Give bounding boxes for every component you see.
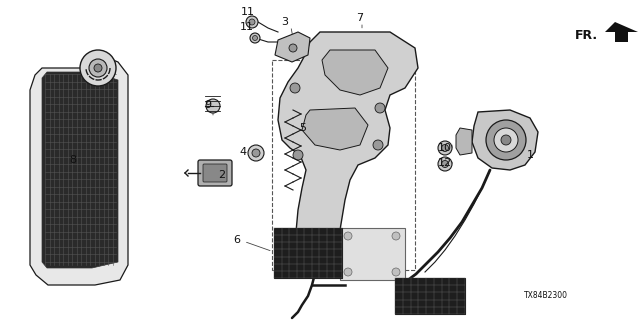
Polygon shape xyxy=(42,72,118,268)
Circle shape xyxy=(344,268,352,276)
Circle shape xyxy=(206,99,220,113)
Text: 11: 11 xyxy=(241,7,255,17)
Text: 6: 6 xyxy=(234,235,241,245)
FancyBboxPatch shape xyxy=(203,164,227,182)
Text: 10: 10 xyxy=(438,143,452,153)
Circle shape xyxy=(289,44,297,52)
Bar xyxy=(340,228,405,280)
Circle shape xyxy=(392,268,400,276)
Text: 5: 5 xyxy=(300,123,307,133)
Polygon shape xyxy=(275,32,310,62)
Circle shape xyxy=(252,149,260,157)
Bar xyxy=(274,228,342,278)
Polygon shape xyxy=(30,58,128,285)
Circle shape xyxy=(249,19,255,25)
Circle shape xyxy=(344,232,352,240)
Text: TX84B2300: TX84B2300 xyxy=(524,291,568,300)
Bar xyxy=(272,60,415,270)
Circle shape xyxy=(80,50,116,86)
Text: 4: 4 xyxy=(239,147,246,157)
Circle shape xyxy=(438,157,452,171)
Polygon shape xyxy=(605,22,638,42)
Polygon shape xyxy=(322,50,388,95)
Circle shape xyxy=(494,128,518,152)
Text: 8: 8 xyxy=(69,155,77,165)
Text: 9: 9 xyxy=(204,100,212,110)
Circle shape xyxy=(442,145,449,151)
Circle shape xyxy=(290,83,300,93)
Text: 3: 3 xyxy=(282,17,289,27)
Circle shape xyxy=(246,16,258,28)
Circle shape xyxy=(89,59,107,77)
FancyBboxPatch shape xyxy=(198,160,232,186)
Circle shape xyxy=(293,150,303,160)
Circle shape xyxy=(375,103,385,113)
Text: 7: 7 xyxy=(356,13,364,23)
Circle shape xyxy=(94,64,102,72)
Polygon shape xyxy=(472,110,538,170)
Text: 12: 12 xyxy=(438,158,452,168)
Circle shape xyxy=(248,145,264,161)
Text: 2: 2 xyxy=(218,170,225,180)
Circle shape xyxy=(486,120,526,160)
Circle shape xyxy=(438,141,452,155)
Bar xyxy=(395,278,465,314)
Circle shape xyxy=(253,36,257,41)
Text: 11: 11 xyxy=(240,22,254,32)
Text: 1: 1 xyxy=(527,150,534,160)
Polygon shape xyxy=(456,128,472,155)
Text: FR.: FR. xyxy=(575,28,598,42)
Circle shape xyxy=(250,33,260,43)
Polygon shape xyxy=(302,108,368,150)
Circle shape xyxy=(373,140,383,150)
Circle shape xyxy=(501,135,511,145)
Circle shape xyxy=(392,232,400,240)
Circle shape xyxy=(442,161,449,167)
Polygon shape xyxy=(278,32,418,262)
